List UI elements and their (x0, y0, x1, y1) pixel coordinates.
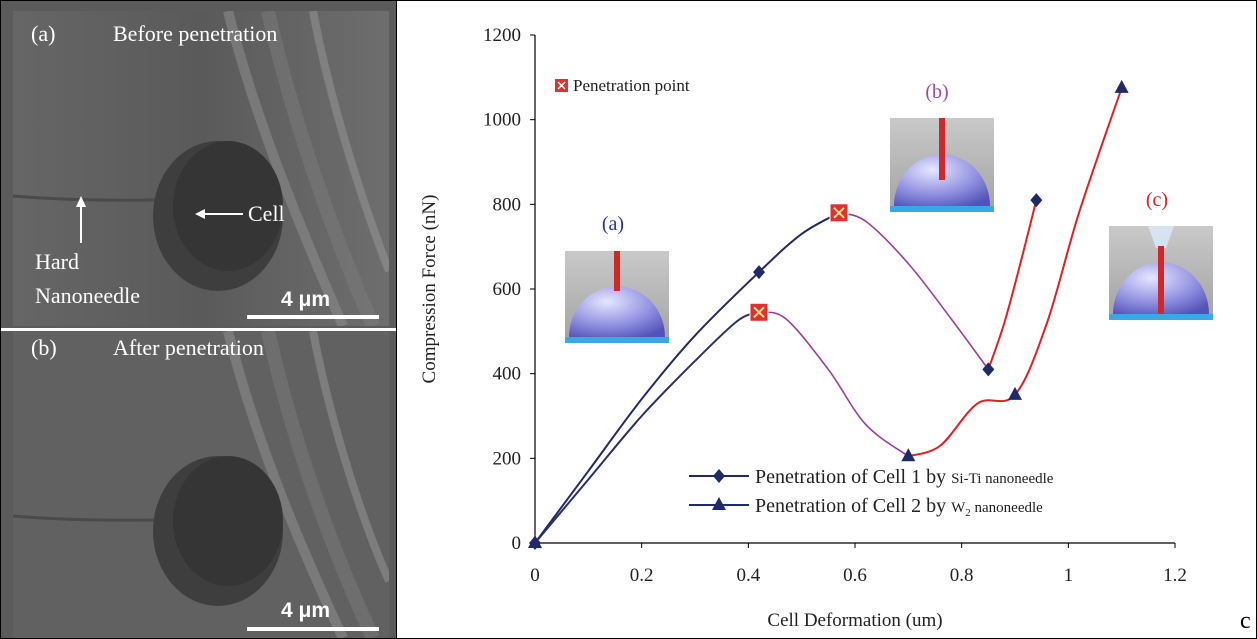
caption-after: After penetration (113, 335, 264, 360)
data-point (753, 265, 765, 280)
x-tick-label: 0 (530, 565, 540, 586)
needle (1158, 246, 1164, 314)
cell-dome (569, 286, 665, 337)
data-point (901, 448, 916, 462)
caption-before: Before penetration (113, 21, 278, 46)
sem-image-after: (b) After penetration 4 μm (13, 331, 389, 638)
y-tick-label: 1200 (483, 25, 521, 46)
x-tick-label: 0.6 (843, 565, 867, 586)
x-axis-label: Cell Deformation (um) (767, 610, 942, 631)
legend-marker (713, 469, 725, 483)
inset-label: (c) (1146, 189, 1168, 211)
chart: 0 200 400 600 800 1000 1200 0 0.2 0.4 0.6 0.8 1 1.2 Ce… (397, 0, 1257, 639)
corner-label: c (1240, 608, 1251, 634)
data-point (528, 535, 542, 548)
sem-panel: (a) Before penetration Cell Hard Nanonee… (1, 1, 396, 638)
chart-svg: 0 200 400 600 800 1000 1200 0 0.2 0.4 0.6 0.8 1 1.2 Ce… (419, 25, 1213, 631)
legend-label: Penetration of Cell 1 by Si-Ti nanoneedl… (755, 466, 1054, 488)
scale-bar-bottom (247, 627, 379, 631)
y-tick-label: 0 (512, 533, 522, 554)
series-line (758, 311, 909, 457)
data-point (982, 362, 995, 377)
x-tick-label: 1 (1064, 565, 1074, 586)
y-tick-label: 800 (493, 194, 522, 215)
sem-image-before: (a) Before penetration Cell Hard Nanonee… (13, 11, 389, 326)
y-tick-label: 200 (493, 448, 522, 469)
panel-letter-a: (a) (31, 21, 56, 46)
needle (614, 251, 620, 291)
y-axis-label: Compression Force (nN) (419, 195, 440, 384)
series-line (534, 311, 760, 544)
substrate (1109, 314, 1213, 320)
sem-texture-before (13, 11, 389, 326)
panel-letter-b: (b) (31, 335, 57, 360)
penetration-legend-icon (557, 81, 566, 90)
needle-label-nanoneedle: Nanoneedle (35, 283, 141, 308)
data-point (1008, 386, 1022, 400)
inset-label: (b) (925, 81, 948, 103)
scale-label-top: 4 μm (281, 288, 331, 311)
legend-marker (712, 497, 726, 510)
penetration-x (833, 207, 845, 219)
cell-dome (894, 154, 990, 206)
series-line (534, 211, 840, 544)
data-point (1030, 193, 1043, 208)
substrate (890, 206, 994, 212)
inset-label: (a) (602, 213, 624, 235)
scale-bar-top (247, 315, 379, 319)
penetration-x (753, 306, 765, 318)
cell-label: Cell (248, 201, 285, 226)
penetration-legend-label: Penetration point (573, 76, 690, 95)
sem-texture-after (13, 331, 389, 638)
panel-separator (1, 328, 396, 331)
substrate (565, 337, 669, 343)
x-tick-label: 1.2 (1163, 565, 1187, 586)
panel-divider (396, 0, 397, 639)
needle-label-hard: Hard (35, 249, 79, 274)
series-line (908, 87, 1123, 458)
y-tick-label: 400 (493, 364, 522, 385)
series-line (987, 199, 1038, 370)
scale-label-bottom: 4 μm (281, 599, 331, 622)
y-tick-label: 600 (493, 279, 522, 300)
needle (939, 118, 945, 180)
x-tick-label: 0.4 (736, 565, 760, 586)
x-tick-label: 0.2 (630, 565, 654, 586)
data-point (1114, 79, 1129, 93)
series-line (838, 212, 989, 370)
needle-holder (1148, 226, 1174, 248)
x-tick-label: 0.8 (950, 565, 974, 586)
y-tick-label: 1000 (483, 110, 521, 131)
legend-label: Penetration of Cell 2 by W2 nanoneedle (755, 495, 1043, 519)
